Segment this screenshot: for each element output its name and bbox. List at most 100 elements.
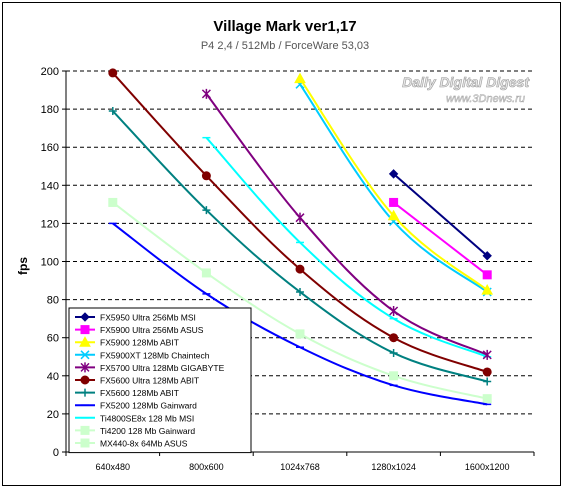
series-group	[108, 68, 494, 406]
legend-label: FX5600 Ultra 128Mb ABIT	[100, 376, 199, 386]
data-point	[108, 107, 117, 116]
x-tick-label: 800x600	[189, 462, 224, 472]
y-tick-label: 100	[41, 257, 59, 269]
data-point	[108, 68, 118, 78]
data-point	[482, 251, 492, 261]
y-tick-label: 200	[41, 66, 59, 78]
legend-entry: FX5600 Ultra 128Mb ABIT	[75, 375, 199, 386]
y-tick-label: 140	[41, 180, 59, 192]
data-point	[201, 171, 211, 181]
village-mark-chart: Village Mark ver1,17 P4 2,4 / 512Mb / Fo…	[16, 18, 535, 472]
legend-box	[68, 307, 252, 454]
legend-label: FX5700 Ultra 128Mb GIGABYTE	[100, 363, 225, 373]
legend-label: MX440-8x 64Mb ASUS	[100, 439, 188, 449]
y-tick-label: 120	[41, 218, 59, 230]
data-point	[482, 349, 492, 360]
legend-swatch-marker	[80, 325, 90, 335]
data-point	[388, 169, 399, 179]
data-point	[481, 284, 494, 295]
axes: 0 20 40 60 80 100 120 140 160 180 200 640x480 800x60…	[41, 66, 535, 472]
data-point	[482, 394, 492, 404]
x-tick-label: 1280x1024	[371, 462, 416, 472]
data-point	[389, 306, 399, 317]
legend-swatch-marker	[80, 362, 90, 373]
legend-label: FX5950 Ultra 256Mb MSI	[100, 313, 196, 323]
series-line	[392, 173, 488, 257]
legend-entry: FX5900 128Mb ABIT	[75, 336, 179, 348]
series-line	[299, 83, 488, 293]
y-tick-label: 60	[47, 333, 59, 345]
data-point	[482, 270, 492, 280]
legend-label: FX5900XT 128Mb Chaintech	[100, 350, 210, 360]
legend-entry: MX440-8x 64Mb ASUS	[75, 438, 188, 449]
legend-label: FX5900 Ultra 256Mb ASUS	[100, 325, 204, 335]
legend-entry: Ti4800SE8x 128 Mb MSI	[75, 413, 194, 423]
legend: FX5950 Ultra 256Mb MSI FX5900 Ultra 256Mb…	[68, 307, 252, 454]
series-fx5950-ultra-256mb-msi	[388, 169, 492, 261]
legend-entry: Ti4200 128 Mb Gainward	[75, 425, 195, 436]
legend-label: Ti4800SE8x 128 Mb MSI	[100, 413, 194, 423]
legend-label: FX5900 128Mb ABIT	[100, 338, 179, 348]
series-line	[205, 137, 488, 358]
data-point	[482, 367, 492, 377]
series-ti4200-128-mb-gainward	[108, 197, 492, 404]
legend-label: FX5200 128Mb Gainward	[100, 401, 197, 411]
y-tick-label: 160	[41, 142, 59, 154]
legend-label: FX5600 128Mb ABIT	[100, 388, 179, 398]
data-point	[201, 88, 211, 99]
data-point	[387, 209, 400, 221]
series-line	[299, 78, 488, 291]
legend-entry: FX5600 128Mb ABIT	[75, 388, 179, 398]
legend-swatch-marker	[80, 375, 90, 385]
y-tick-label: 80	[47, 295, 59, 307]
data-point	[296, 287, 304, 296]
watermark-url: www.3Dnews.ru	[446, 93, 525, 105]
legend-swatch-marker	[81, 388, 89, 397]
legend-swatch-marker	[79, 336, 91, 347]
y-tick-label: 20	[47, 409, 59, 421]
data-point	[294, 72, 306, 84]
data-point	[389, 348, 398, 357]
series-fx5200-128mb-gainward	[108, 222, 492, 406]
legend-swatch-marker	[80, 438, 90, 448]
series-fx5900-ultra-256mb-asus	[389, 197, 492, 280]
legend-entry: FX5950 Ultra 256Mb MSI	[75, 312, 196, 323]
x-tick-label: 640x480	[96, 462, 131, 472]
legend-entry: FX5200 128Mb Gainward	[75, 401, 197, 411]
chart-frame: Village Mark ver1,17 P4 2,4 / 512Mb / Fo…	[2, 2, 561, 486]
series-fx5900xt-128mb-chaintech	[295, 79, 492, 297]
watermark-title: Daily Digital Digest	[402, 74, 530, 90]
y-tick-label: 180	[41, 104, 59, 116]
data-point	[389, 333, 399, 343]
x-tick-label: 1024x768	[280, 462, 320, 472]
legend-swatch-marker	[80, 312, 90, 322]
legend-swatch-marker	[80, 350, 90, 360]
data-point	[389, 371, 399, 381]
legend-label: Ti4200 128 Mb Gainward	[100, 426, 195, 436]
x-tick-label: 1600x1200	[465, 462, 510, 472]
series-line	[112, 110, 488, 383]
data-point	[295, 264, 305, 274]
data-point	[295, 212, 305, 223]
legend-entry: FX5900XT 128Mb Chaintech	[75, 350, 210, 360]
data-point	[295, 329, 305, 339]
legend-entry: FX5900 Ultra 256Mb ASUS	[75, 325, 204, 335]
y-tick-label: 0	[53, 447, 59, 459]
series-line	[392, 201, 488, 276]
chart-subtitle: P4 2,4 / 512Mb / ForceWare 53,03	[201, 40, 369, 52]
series-line	[205, 93, 488, 356]
data-point	[108, 197, 118, 207]
data-point	[389, 197, 399, 207]
y-axis-label: fps	[16, 257, 30, 275]
y-tick-label: 40	[47, 371, 59, 383]
data-point	[201, 268, 211, 278]
series-fx5600-ultra-128mb-abit	[108, 68, 492, 377]
data-point	[483, 377, 492, 386]
legend-swatch-marker	[80, 425, 90, 435]
series-fx5600-128mb-abit	[108, 107, 492, 386]
chart-title: Village Mark ver1,17	[213, 18, 356, 35]
series-fx5700-ultra-128mb-gigabyte	[201, 88, 492, 360]
legend-entry: FX5700 Ultra 128Mb GIGABYTE	[75, 362, 225, 373]
series-fx5900-128mb-abit	[294, 72, 494, 295]
data-point	[202, 206, 211, 215]
